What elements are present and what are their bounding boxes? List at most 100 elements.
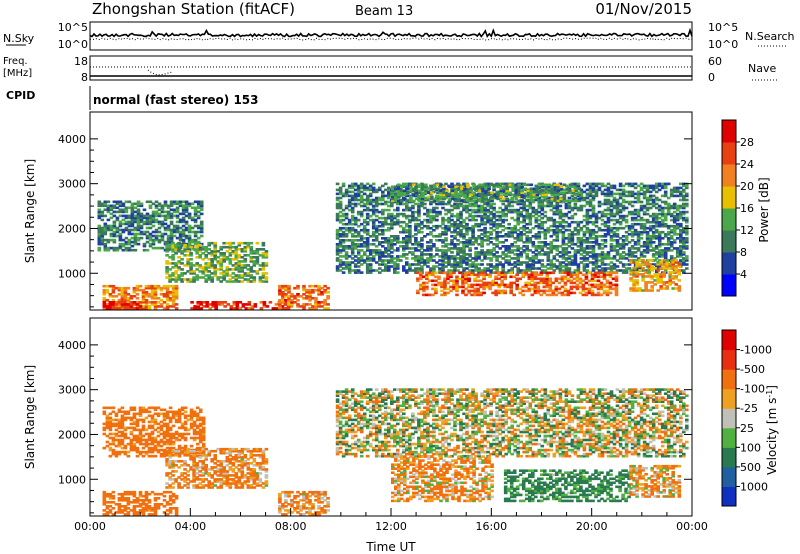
data-cell (189, 278, 193, 281)
data-cell (243, 250, 248, 253)
data-cell (444, 228, 448, 232)
data-cell (130, 218, 135, 222)
data-cell (552, 230, 557, 234)
data-cell (621, 251, 626, 254)
data-cell (177, 260, 181, 263)
data-cell (523, 187, 527, 191)
data-cell (478, 199, 482, 203)
data-cell (118, 242, 123, 246)
data-cell (467, 273, 471, 277)
data-cell (573, 212, 578, 216)
data-cell (136, 220, 141, 224)
data-cell (478, 193, 482, 197)
data-cell (335, 257, 340, 260)
data-cell (465, 257, 469, 260)
data-cell (561, 269, 566, 272)
data-cell (201, 270, 205, 273)
data-cell (672, 218, 677, 222)
data-cell (184, 204, 189, 208)
data-cell (556, 199, 561, 203)
nsearch-trace (90, 37, 693, 41)
data-cell (393, 235, 397, 238)
data-cell (362, 245, 367, 248)
data-cell (103, 242, 108, 246)
data-cell (675, 249, 680, 252)
data-cell (252, 252, 257, 255)
data-cell (672, 220, 677, 224)
data-cell (353, 188, 358, 192)
data-cell (115, 246, 120, 250)
data-cell (108, 284, 113, 288)
data-cell (458, 285, 462, 289)
data-cell (526, 193, 530, 197)
data-cell (651, 235, 656, 238)
data-cell (112, 200, 117, 204)
data-cell (642, 194, 647, 198)
data-cell (550, 193, 555, 197)
data-cell (570, 255, 575, 258)
data-cell (344, 190, 349, 194)
data-cell (499, 187, 503, 191)
data-cell (235, 301, 240, 304)
data-cell (624, 239, 629, 242)
data-cell (521, 275, 525, 279)
data-cell (399, 245, 403, 248)
data-cell (411, 251, 415, 254)
data-cell (284, 293, 288, 296)
data-cell (441, 206, 445, 210)
data-cell (682, 226, 686, 230)
data-cell (468, 241, 472, 244)
data-cell (567, 237, 572, 240)
data-cell (545, 271, 550, 275)
data-cell (174, 286, 179, 290)
data-cell (112, 206, 117, 210)
data-cell (495, 222, 499, 226)
data-cell (609, 210, 614, 214)
data-cell (536, 273, 541, 277)
data-cell (153, 303, 158, 306)
data-cell (570, 220, 575, 224)
data-cell (603, 271, 608, 274)
data-cell (408, 206, 412, 210)
data-cell (296, 284, 300, 288)
data-cell (532, 193, 537, 197)
data-cell (636, 212, 641, 216)
data-cell (308, 297, 312, 300)
data-cell (169, 212, 174, 216)
data-cell (350, 247, 355, 250)
data-cell (606, 253, 611, 256)
data-cell (480, 243, 484, 246)
data-cell (175, 208, 180, 212)
data-cell (141, 288, 146, 292)
data-cell (112, 234, 117, 238)
data-cell (111, 305, 116, 308)
data-cell (685, 218, 689, 222)
data-cell (624, 267, 629, 270)
data-cell (229, 307, 234, 310)
data-cell (504, 233, 508, 236)
data-cell (335, 198, 340, 202)
data-cell (153, 291, 158, 294)
data-cell (479, 285, 483, 289)
data-cell (530, 277, 535, 281)
data-cell (594, 188, 599, 192)
data-cell (501, 220, 505, 224)
data-cell (603, 192, 608, 196)
data-cell (187, 214, 192, 218)
data-cell (190, 206, 195, 210)
data-cell (381, 230, 385, 234)
data-cell (537, 235, 542, 238)
data-cell (195, 278, 199, 281)
data-cell (123, 291, 128, 294)
data-cell (169, 208, 174, 212)
data-cell (213, 250, 217, 253)
data-cell (356, 233, 361, 236)
data-cell (552, 247, 557, 250)
data-cell (642, 269, 647, 272)
data-cell (612, 204, 617, 208)
data-cell (109, 204, 114, 208)
data-cell (302, 305, 306, 308)
data-cell (402, 230, 406, 234)
data-cell (165, 286, 170, 290)
data-cell (402, 269, 406, 272)
